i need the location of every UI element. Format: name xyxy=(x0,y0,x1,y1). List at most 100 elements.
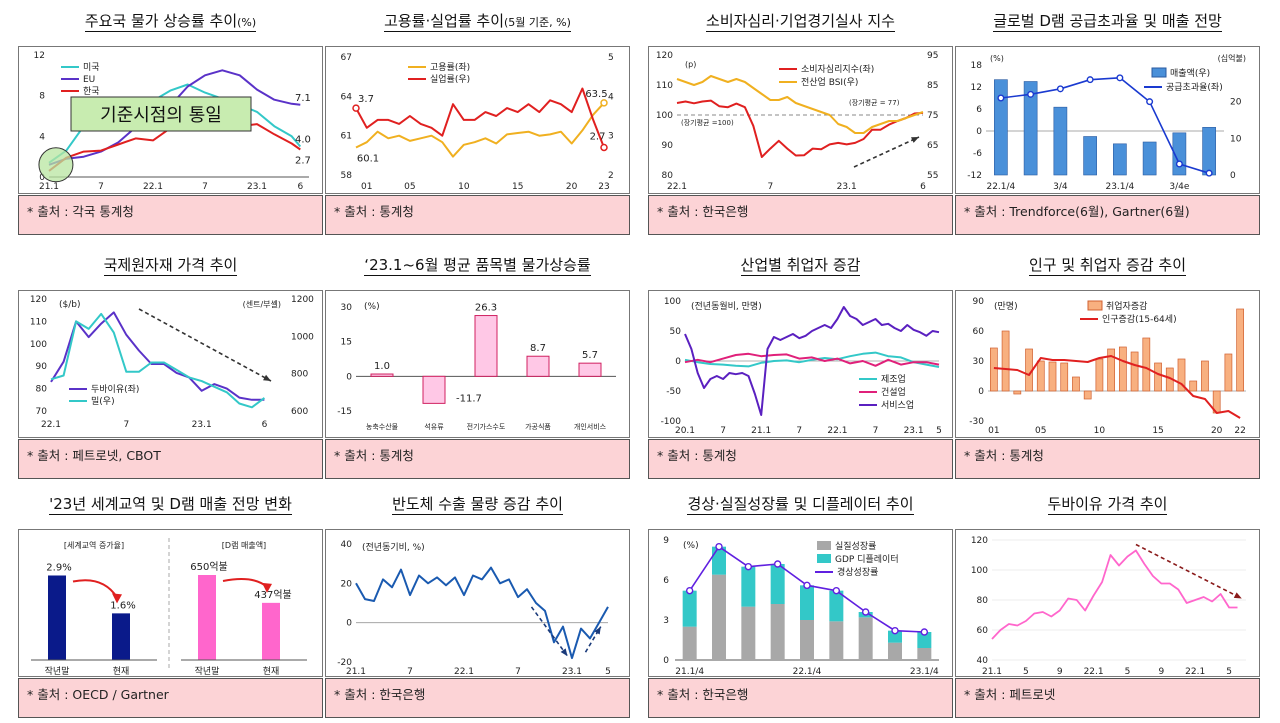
source-note: * 출처 : 각국 통계청 xyxy=(18,195,323,235)
chart-title: 소비자심리·기업경기실사 지수 xyxy=(648,8,953,34)
group-label: [D램 매출액] xyxy=(222,540,266,550)
arrow-head xyxy=(263,374,271,381)
bar-02 xyxy=(1001,330,1010,392)
x-tick-label: 석유류 xyxy=(424,422,444,431)
y-tick-label: 0 xyxy=(978,387,984,397)
y-tick-label: 110 xyxy=(30,317,47,327)
legend-swatch xyxy=(1151,67,1167,78)
chart-title-text: 반도체 수출 물량 증감 추이 xyxy=(392,495,563,515)
x-tick-label: 7 xyxy=(796,426,802,436)
y-tick-label: 0 xyxy=(1230,171,1236,181)
line-marker xyxy=(1116,74,1124,82)
chart-title-text: '23년 세계교역 및 D램 매출 전망 변화 xyxy=(49,495,292,515)
x-tick-label: 22.1 xyxy=(454,667,474,677)
chart-area: 70 80 90 100 110 120 600 800 1000 1200 22.1 7 23.1 6 (… xyxy=(18,290,323,438)
arrow-head xyxy=(560,648,568,657)
x-tick-label: 6 xyxy=(920,182,926,192)
end-marker xyxy=(600,99,608,107)
bar-21 xyxy=(1224,353,1233,392)
y-tick-label: 100 xyxy=(971,566,988,576)
source-note: * 출처 : 통계청 xyxy=(325,439,630,479)
x-tick-label: 22.1 xyxy=(1185,667,1205,677)
x-tick-label: 7 xyxy=(515,667,521,677)
x-tick-label: 22.1/4 xyxy=(793,667,822,677)
y-tick-label: 100 xyxy=(30,340,47,350)
arrow-head xyxy=(594,626,601,635)
y-tick-label: 800 xyxy=(291,370,308,380)
y-tick-label: 10 xyxy=(1230,134,1242,144)
highlight-circle xyxy=(38,147,74,183)
y-tick-label: 12 xyxy=(971,83,982,93)
annotation-box xyxy=(70,96,252,132)
y-tick-label: 2 xyxy=(608,171,614,181)
reference-label: (장기평균 = 77) xyxy=(849,98,900,107)
x-tick-label: 23.1 xyxy=(247,182,267,192)
y-tick-label: 67 xyxy=(341,53,352,63)
y-tick-label: 1200 xyxy=(291,295,314,305)
chart-title-text: ‘23.1~6월 평균 품목별 물가상승률 xyxy=(364,256,591,276)
x-tick-label: 22.1/4 xyxy=(986,182,1015,192)
legend-swatch xyxy=(1087,300,1103,311)
source-note: * 출처 : 한국은행 xyxy=(325,678,630,718)
chart-panel-p11: 경상·실질성장률 및 디플레이터 추이 0 3 6 9 (%) 21.1/4 22.1/4 23… xyxy=(648,491,953,723)
line-marker xyxy=(891,626,899,635)
chart-svg: 40 60 80 100 120 21.1 5 9 22.1 5 9 22.1 5 xyxy=(971,536,1246,677)
legend-label: 서비스업 xyxy=(881,400,914,411)
y-tick-label: 18 xyxy=(971,61,983,71)
series-line-밀(우) xyxy=(50,312,266,409)
bar-3/4 xyxy=(1053,106,1068,176)
chart-svg: 70 80 90 100 110 120 600 800 1000 1200 22.1 7 23.1 6 (… xyxy=(30,295,314,430)
x-tick-label: 21.1/4 xyxy=(675,667,704,677)
legend-label: 취업자증감 xyxy=(1106,300,1147,312)
chart-svg: -15 0 15 30 (%) 1.0 농축수산물 -11.7 석유류 26.3 전기가스수도 8.7… xyxy=(337,302,616,431)
unit-label: (%) xyxy=(683,541,699,551)
chart-svg: 0 3 6 9 (%) 21.1/4 22.1/4 23.1/4 실질성장률 GDP 디플레이터경… xyxy=(663,536,939,677)
bar-전기가스수도 xyxy=(474,315,498,377)
legend-label: 공급초과율(좌) xyxy=(1166,82,1223,93)
chart-panel-p8: 인구 및 취업자 증감 추이 -30 0 30 60 90 (만명) 01 05 10 15 20 22… xyxy=(955,252,1260,484)
bar-22.2/4 xyxy=(1023,81,1038,176)
chart-panel-p10: 반도체 수출 물량 증감 추이 -20 0 20 40 21.1 7 22.1 7 23.1 5 (전… xyxy=(325,491,630,723)
value-label: 60.1 xyxy=(357,153,379,164)
x-tick-label: 23.1 xyxy=(837,182,857,192)
bar-석유류 xyxy=(422,375,446,404)
chart-title-text: 고용률·실업률 추이(5월 기준, %) xyxy=(384,12,571,32)
chart-area: [세계교역 증가율] 2.9% 작년말 1.6% 현재 [D램 매출액] 650억불 작년말 4… xyxy=(18,529,323,677)
bar-deflator-2/4 xyxy=(829,590,844,622)
bar-07 xyxy=(1060,362,1069,392)
end-marker xyxy=(600,143,608,152)
legend-label: 인구증감(15-64세) xyxy=(1102,313,1177,325)
value-label: 3.7 xyxy=(358,94,374,105)
x-tick-label: 7 xyxy=(720,426,726,436)
legend-label: 미국 xyxy=(83,62,100,73)
series-line-두바이유(좌) xyxy=(50,311,265,401)
chart-title-text: 소비자심리·기업경기실사 지수 xyxy=(706,12,895,32)
y-tick-label: -100 xyxy=(661,417,682,427)
chart-panel-p5: 국제원자재 가격 추이 70 80 90 100 110 120 600 800 1000 1200… xyxy=(18,252,323,484)
bar-deflator-4/4 xyxy=(770,564,785,604)
chart-title: 반도체 수출 물량 증감 추이 xyxy=(325,491,630,517)
legend-label: 실업률(우) xyxy=(430,74,470,85)
series-line-고용률(좌) xyxy=(355,102,605,158)
chart-area: -12 -6 0 6 12 18 0 10 20 22.1/4 3/4 23.1/4 3/4e (%) (십… xyxy=(955,46,1260,194)
chart-area: 0 4 8 12 21.1 7 22.1 7 23.1 6 미국 EU 한국 7.1 4.0 2.7 기준시점의… xyxy=(18,46,323,194)
bar-10 xyxy=(1095,358,1104,392)
y-tick-label: 8 xyxy=(39,92,45,102)
y-tick-label: 0 xyxy=(346,619,352,629)
x-tick-label: 6 xyxy=(262,420,268,430)
bar-real-3/4 xyxy=(858,617,873,660)
x-tick-label: 23.1 xyxy=(192,420,212,430)
chart-title: 글로벌 D램 공급초과율 및 매출 전망 xyxy=(955,8,1260,34)
end-value-label: 4.0 xyxy=(295,134,311,145)
y-tick-label: 9 xyxy=(663,536,669,546)
x-tick-label: 21.1 xyxy=(39,182,59,192)
x-tick-label: 가공식품 xyxy=(525,422,551,431)
x-tick-label: 7 xyxy=(767,182,773,192)
x-tick-label: 3/4e xyxy=(1169,182,1189,192)
legend-label: 경상성장률 xyxy=(837,566,878,578)
chart-svg: -30 0 30 60 90 (만명) 01 05 10 15 20 22 취업자증감인구증감(15-6… xyxy=(969,297,1246,436)
y-tick-label: 80 xyxy=(977,596,989,606)
y-tick-label: 0 xyxy=(346,372,352,382)
bar-09 xyxy=(1083,390,1092,400)
